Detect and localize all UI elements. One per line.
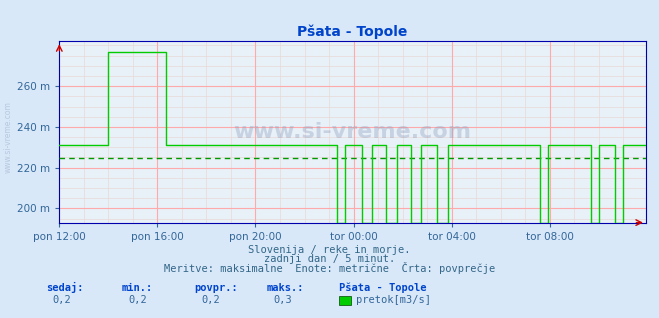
Text: 0,2: 0,2 — [53, 295, 71, 305]
Text: min.:: min.: — [122, 283, 153, 293]
Text: pretok[m3/s]: pretok[m3/s] — [356, 295, 431, 305]
Text: 0,3: 0,3 — [273, 295, 292, 305]
Title: Pšata - Topole: Pšata - Topole — [297, 24, 408, 39]
Text: Meritve: maksimalne  Enote: metrične  Črta: povprečje: Meritve: maksimalne Enote: metrične Črta… — [164, 262, 495, 274]
Text: www.si-vreme.com: www.si-vreme.com — [233, 122, 472, 142]
Text: Slovenija / reke in morje.: Slovenija / reke in morje. — [248, 245, 411, 255]
Text: 0,2: 0,2 — [129, 295, 147, 305]
Text: Pšata - Topole: Pšata - Topole — [339, 282, 427, 293]
Text: sedaj:: sedaj: — [46, 282, 84, 293]
Text: maks.:: maks.: — [267, 283, 304, 293]
Text: zadnji dan / 5 minut.: zadnji dan / 5 minut. — [264, 254, 395, 264]
Text: povpr.:: povpr.: — [194, 283, 238, 293]
Text: 0,2: 0,2 — [201, 295, 219, 305]
Text: www.si-vreme.com: www.si-vreme.com — [4, 101, 13, 173]
